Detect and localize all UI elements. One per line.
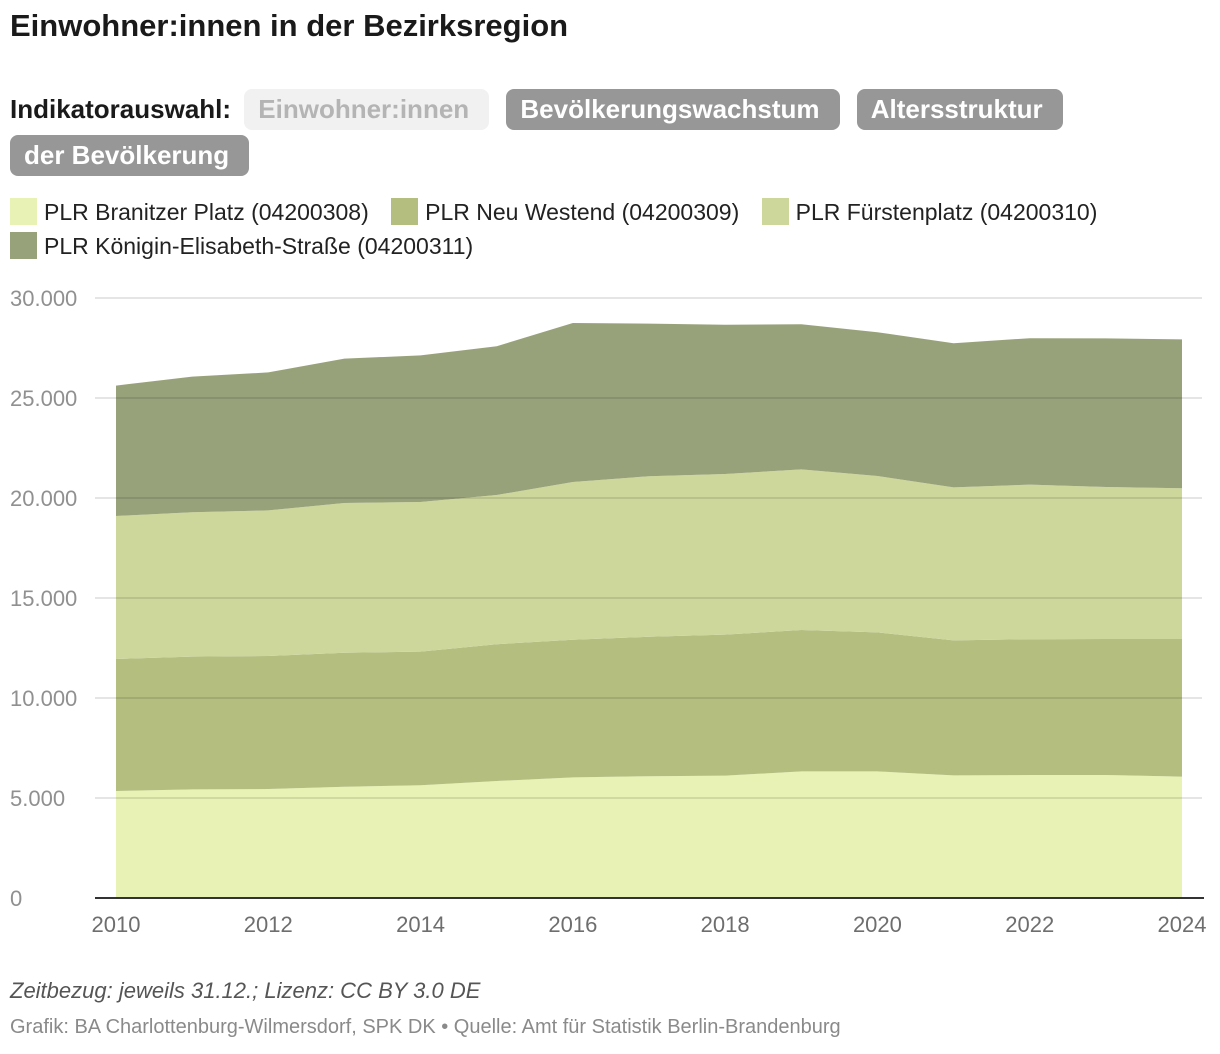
legend-label: PLR Königin-Elisabeth-Straße (04200311) (44, 233, 474, 259)
legend-item-neu-westend[interactable]: PLR Neu Westend (04200309) (391, 196, 739, 230)
x-tick-label: 2024 (1158, 912, 1207, 937)
chart-legend: PLR Branitzer Platz (04200308) PLR Neu W… (10, 196, 1210, 264)
y-tick-label: 20.000 (10, 486, 77, 511)
legend-label: PLR Neu Westend (04200309) (425, 199, 740, 225)
chart-credits: Grafik: BA Charlottenburg-Wilmersdorf, S… (10, 1016, 841, 1038)
x-tick-label: 2014 (396, 912, 445, 937)
x-tick-label: 2016 (548, 912, 597, 937)
legend-swatch (761, 198, 789, 226)
legend-item-fuerstenplatz[interactable]: PLR Fürstenplatz (04200310) (761, 196, 1098, 230)
legend-label: PLR Branitzer Platz (04200308) (44, 199, 369, 225)
indicator-option-einwohner[interactable]: Einwohner:innen (244, 89, 490, 130)
legend-item-branitzer-platz[interactable]: PLR Branitzer Platz (04200308) (10, 196, 369, 230)
y-tick-label: 5.000 (10, 786, 65, 811)
indicator-label: Indikatorauswahl: (10, 94, 232, 124)
legend-swatch (10, 232, 37, 260)
legend-label: PLR Fürstenplatz (04200310) (795, 199, 1098, 225)
x-tick-label: 2010 (92, 912, 141, 937)
y-tick-label: 25.000 (10, 386, 77, 411)
area-series-1 (116, 771, 1182, 898)
x-tick-label: 2012 (244, 912, 293, 937)
chart-title: Einwohner:innen in der Bezirksregion (10, 8, 569, 43)
y-tick-label: 30.000 (10, 286, 77, 311)
chart-note: Zeitbezug: jeweils 31.12.; Lizenz: CC BY… (10, 978, 481, 1003)
area-series-2 (116, 630, 1182, 791)
area-series-3 (116, 469, 1182, 659)
x-tick-label: 2018 (701, 912, 750, 937)
y-tick-label: 0 (10, 886, 22, 911)
y-tick-label: 10.000 (10, 686, 77, 711)
x-tick-label: 2022 (1005, 912, 1054, 937)
legend-swatch (391, 198, 419, 226)
x-tick-label: 2020 (853, 912, 902, 937)
area-series-4 (116, 323, 1182, 516)
legend-item-koenigin-elisabeth-strasse[interactable]: PLR Königin-Elisabeth-Straße (04200311) (10, 230, 473, 264)
legend-swatch (10, 198, 37, 226)
y-tick-label: 15.000 (10, 586, 77, 611)
indicator-selector: Indikatorauswahl: Einwohner:innen Bevölk… (10, 86, 1076, 178)
indicator-option-bevoelkerungswachstum[interactable]: Bevölkerungswachstum (506, 89, 840, 130)
